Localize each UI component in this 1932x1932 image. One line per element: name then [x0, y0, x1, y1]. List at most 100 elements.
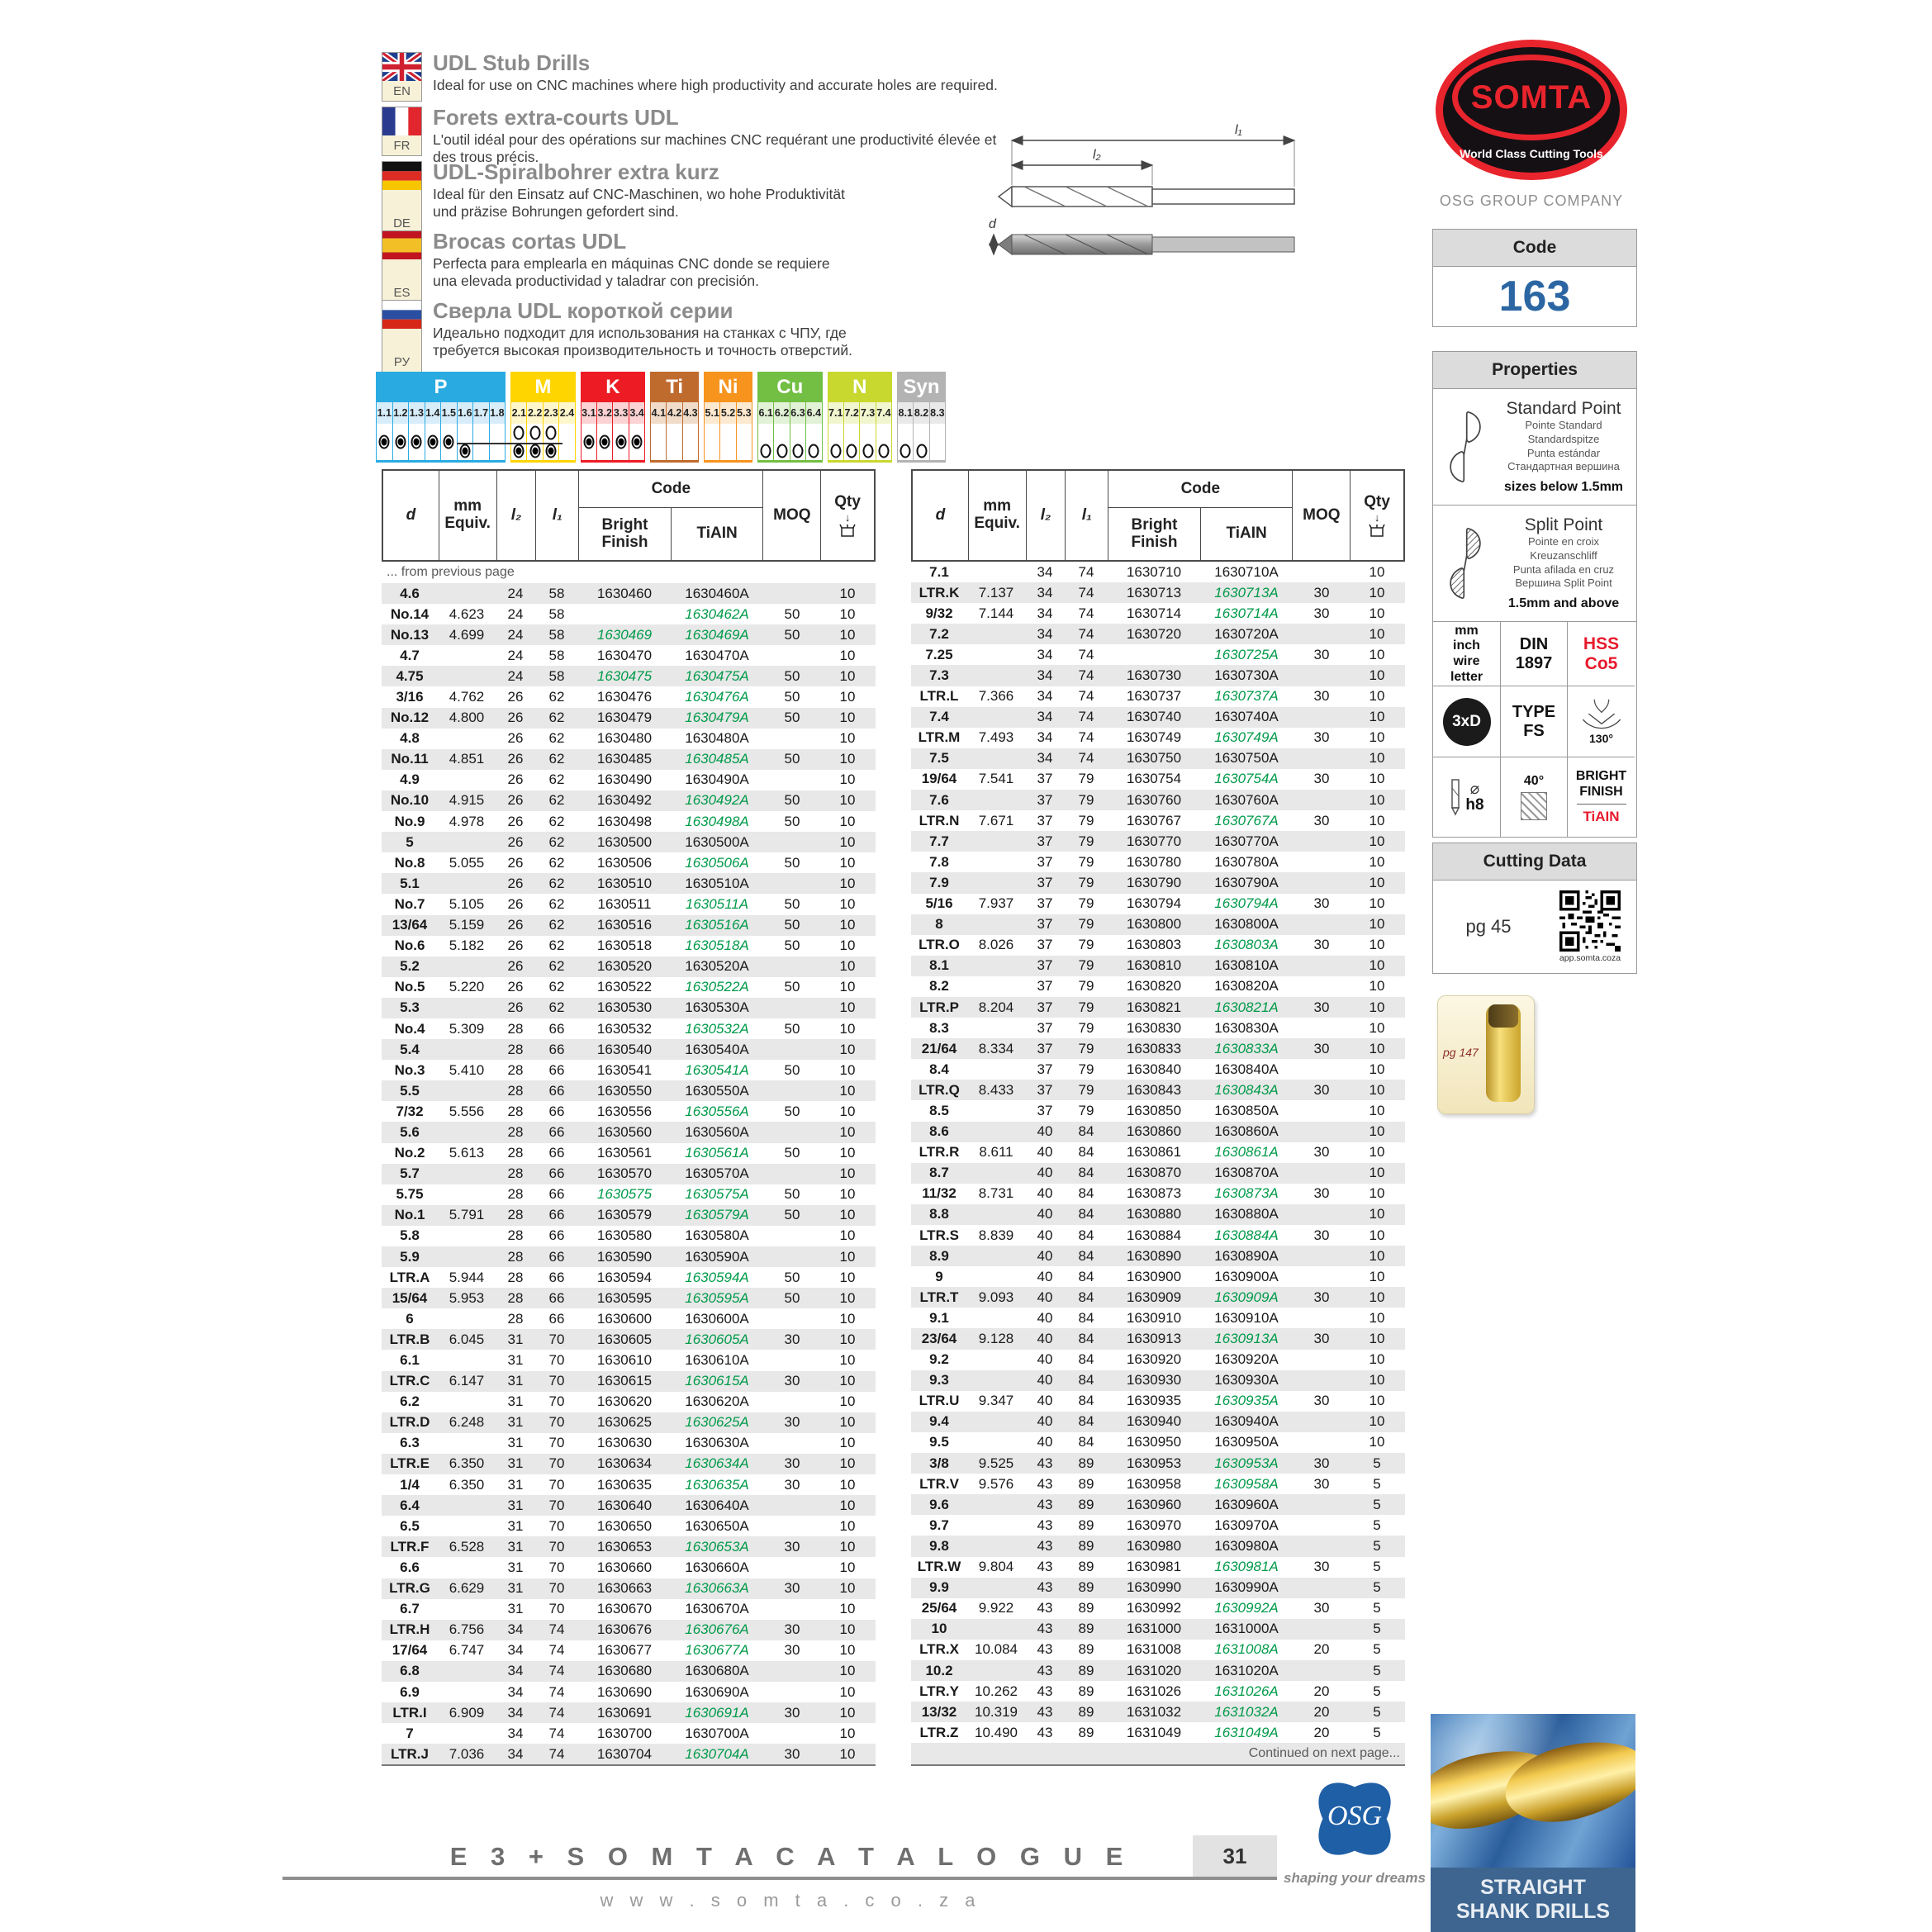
lang-title-fr: Forets extra-courts UDL [433, 105, 679, 130]
material-cell-label: 6.2 [774, 402, 790, 424]
cell-d: 8.6 [929, 1123, 949, 1140]
cell-qty: 10 [1369, 1144, 1385, 1161]
qty-box-icon [1369, 524, 1385, 537]
lang-code: DE [382, 190, 421, 233]
material-cell-1.3: 1.3 [408, 402, 425, 463]
cell-d: 9.6 [929, 1496, 949, 1512]
osg-logo-text: OSG [1327, 1801, 1383, 1831]
cell-l2: 28 [507, 1145, 524, 1161]
table-row: LTR.H 6.756 34 74 1630676 1630676A 30 10 [382, 1619, 876, 1640]
cell-moq: 30 [1313, 605, 1330, 621]
table-row: 8.7 40 84 1630870 1630870A 10 [911, 1162, 1405, 1184]
col-header-moq: MOQ [1293, 471, 1351, 560]
cell-l2: 34 [1037, 667, 1053, 684]
col-header-moq: MOQ [763, 471, 822, 560]
cell-qty: 10 [1369, 1351, 1385, 1368]
material-cell-5.2: 5.2 [719, 402, 736, 463]
cell-mm: 5.791 [449, 1207, 485, 1223]
material-group-M: M 2.1 2.2 2.3 2.4 [510, 372, 576, 463]
cell-bf: 1630940 [1126, 1413, 1182, 1430]
france-flag-icon [382, 107, 421, 135]
cell-mm: 6.629 [449, 1580, 485, 1597]
cell-qty: 10 [1369, 729, 1385, 746]
cell-d: 9.4 [929, 1413, 949, 1430]
table-row: 8.4 37 79 1630840 1630840A 10 [911, 1059, 1405, 1080]
cell-d: LTR.O [919, 937, 960, 953]
chart-divider-line [457, 443, 563, 444]
material-group-label: Syn [897, 372, 946, 402]
cell-qty: 10 [1369, 1227, 1385, 1243]
cell-moq: 30 [1313, 1144, 1330, 1161]
material-cell-1.4: 1.4 [424, 402, 441, 463]
cell-mm: 7.493 [978, 729, 1014, 746]
filled-dot [443, 434, 454, 449]
cell-l2: 34 [1037, 750, 1053, 767]
lang-section-de: DE UDL-Spiralbohrer extra kurz Ideal für… [382, 160, 1011, 234]
cell-l2: 40 [1037, 1413, 1053, 1430]
table-row: 7 34 74 1630700 1630700A 10 [382, 1723, 876, 1744]
website-url: w w w . s o m t a . c o . z a [600, 1890, 981, 1911]
open-dot [545, 425, 557, 440]
table-row: 8.8 40 84 1630880 1630880A 10 [911, 1203, 1405, 1225]
cell-ti: 1630570A [685, 1165, 749, 1182]
cell-l2: 26 [507, 710, 524, 726]
material-cell-label: 7.1 [828, 402, 843, 424]
cell-l2: 37 [1037, 895, 1053, 912]
cell-l2: 43 [1037, 1662, 1053, 1678]
cell-l2: 31 [507, 1352, 524, 1369]
cell-moq: 30 [1313, 646, 1330, 662]
material-cell-label: 2.2 [527, 402, 543, 424]
cell-qty: 10 [1369, 1165, 1385, 1181]
cell-l2: 26 [507, 938, 524, 954]
cell-mm: 4.800 [449, 710, 485, 726]
cell-bf: 1630579 [596, 1207, 653, 1223]
drill-case-image [1486, 1004, 1521, 1102]
cell-qty: 10 [839, 585, 856, 601]
material-cell-label: 1.8 [489, 402, 506, 424]
table-row: 6.5 31 70 1630650 1630650A 10 [382, 1516, 876, 1536]
cell-qty: 10 [839, 1082, 856, 1099]
table-row: 4.6 24 58 1630460 1630460A 10 [382, 583, 876, 605]
material-group-label: Ti [650, 372, 700, 402]
table-row: 10 43 89 1631000 1631000A 5 [911, 1618, 1405, 1640]
cell-bf: 1630634 [596, 1455, 653, 1472]
cell-bf: 1630520 [596, 958, 653, 975]
cell-l2: 37 [1037, 853, 1053, 870]
cell-bf: 1630460 [596, 585, 653, 601]
cell-d: 8.5 [929, 1102, 949, 1118]
cell-ti: 1630522A [685, 979, 749, 995]
cell-qty: 10 [1369, 688, 1385, 705]
cell-mm: 6.747 [449, 1642, 485, 1659]
cell-ti: 1630840A [1214, 1061, 1279, 1077]
somta-logo-tagline: World Class Cutting Tools [1460, 147, 1603, 160]
cell-d: No.4 [394, 1020, 425, 1037]
material-cell-3.1: 3.1 [580, 402, 597, 463]
cell-l1: 70 [548, 1414, 565, 1431]
cell-moq: 50 [784, 1061, 800, 1078]
cell-l1: 84 [1078, 1351, 1094, 1368]
material-cell-label: 7.4 [876, 402, 892, 424]
cell-l1: 84 [1078, 1289, 1094, 1305]
material-cell-label: 6.4 [806, 402, 822, 424]
material-cell-label: 1.4 [425, 402, 441, 424]
cell-mm: 7.144 [978, 605, 1014, 621]
material-cell-8.1: 8.1 [897, 402, 914, 463]
cell-l2: 43 [1037, 1641, 1053, 1658]
cell-qty: 10 [839, 792, 856, 809]
cell-l2: 26 [507, 813, 524, 829]
cell-d: No.2 [394, 1145, 425, 1161]
material-cell-label: 2.3 [543, 402, 559, 424]
cell-d: 5.1 [400, 875, 420, 891]
cell-bf: 1630476 [596, 689, 653, 705]
cell-moq: 30 [1313, 1227, 1330, 1243]
table-row: LTR.T 9.093 40 84 1630909 1630909A 30 10 [911, 1287, 1405, 1308]
cell-d: No.11 [391, 751, 429, 767]
cell-qty: 10 [839, 938, 856, 954]
cell-d: 6.3 [400, 1435, 420, 1451]
cell-l1: 79 [1078, 874, 1094, 890]
cell-l2: 34 [507, 1663, 524, 1679]
cell-l2: 26 [507, 875, 524, 891]
cell-l2: 34 [507, 1725, 524, 1741]
cell-d: 6 [406, 1310, 414, 1327]
cell-d: LTR.W [917, 1559, 961, 1575]
